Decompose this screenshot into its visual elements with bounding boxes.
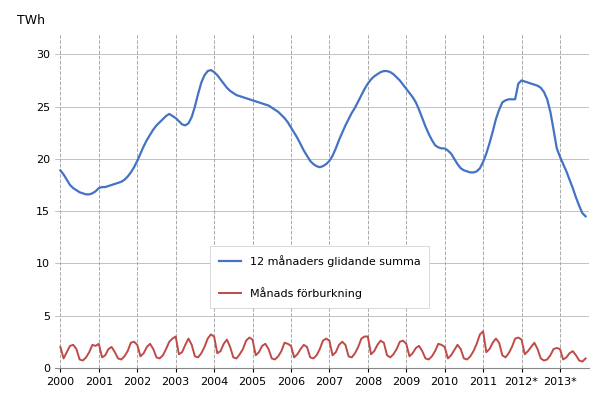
12 månaders glidande summa [108,182,115,187]
12 månaders glidande summa [415,107,422,112]
Månads förburkning [463,357,470,362]
Text: TWh: TWh [17,14,46,27]
Månads förburkning [582,356,589,361]
12 månaders glidande summa [467,170,474,175]
Legend: 12 månaders glidande summa, Månads förburkning: 12 månaders glidande summa, Månads förbu… [210,246,429,308]
Månads förburkning [249,337,256,342]
12 månaders glidande summa [118,179,125,184]
12 månaders glidande summa [207,67,214,73]
12 månaders glidande summa [582,214,589,219]
Månads förburkning [118,357,125,362]
Månads förburkning [108,344,115,349]
12 månaders glidande summa [252,99,259,104]
Månads förburkning [578,359,586,364]
12 månaders glidande summa [56,168,64,173]
Månads förburkning [73,347,80,352]
Månads förburkning [412,345,419,350]
Månads förburkning [480,329,487,334]
12 månaders glidande summa [73,188,80,193]
Månads förburkning [56,344,64,349]
Line: Månads förburkning: Månads förburkning [60,331,586,362]
Line: 12 månaders glidande summa: 12 månaders glidande summa [60,70,586,217]
